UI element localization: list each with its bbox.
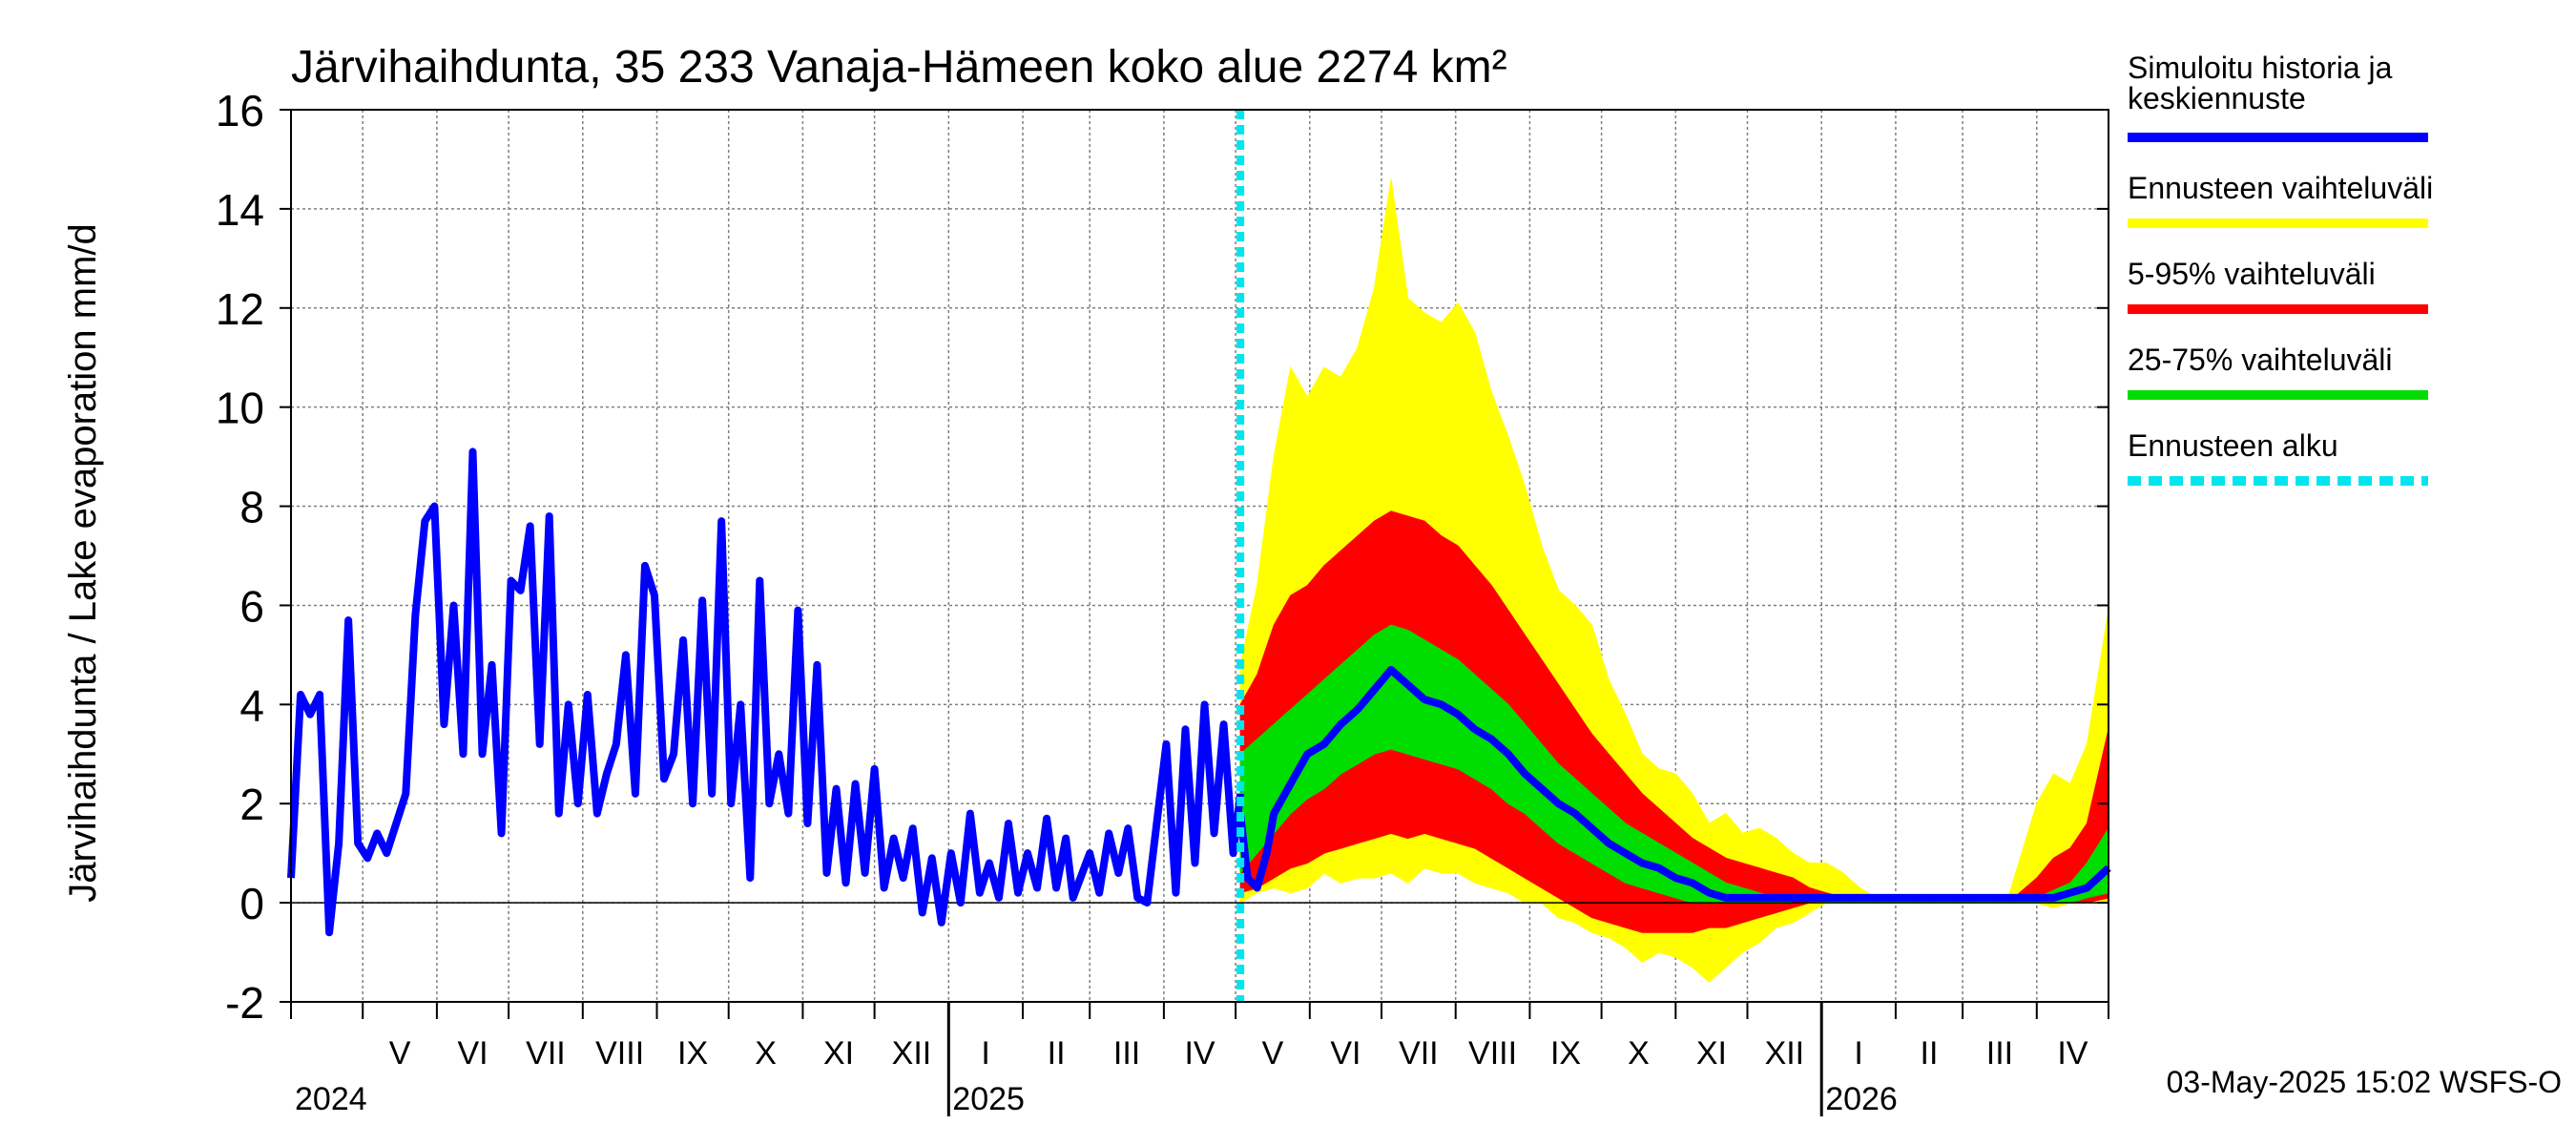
- plot-area: [287, 109, 2111, 1003]
- y-tick-label: 2: [239, 780, 264, 829]
- x-month-label: I: [981, 1035, 989, 1072]
- x-month-label: XII: [892, 1035, 932, 1072]
- plot-frame: [290, 109, 2109, 1003]
- x-year-label: 2025: [952, 1081, 1025, 1117]
- y-tick-label: -2: [225, 978, 264, 1028]
- x-month-label: XI: [823, 1035, 854, 1072]
- x-month-label: VI: [1330, 1035, 1361, 1072]
- y-tick-label: 12: [216, 284, 264, 334]
- x-month-label: VII: [526, 1035, 566, 1072]
- x-month-label: X: [755, 1035, 777, 1072]
- chart-title: Järvihaihdunta, 35 233 Vanaja-Hämeen kok…: [291, 42, 1507, 93]
- series-mean-forecast: [1236, 665, 2111, 902]
- legend-label-line2: keskiennuste: [2128, 81, 2306, 115]
- legend-label: 5-95% vaihteluväli: [2128, 257, 2376, 291]
- x-month-label: VII: [1399, 1035, 1439, 1072]
- legend-label: 25-75% vaihteluväli: [2128, 343, 2393, 377]
- series-simulated-history: [287, 448, 1245, 937]
- x-month-label: II: [1048, 1035, 1066, 1072]
- x-month-label: V: [389, 1035, 411, 1072]
- footer-timestamp: 03-May-2025 15:02 WSFS-O: [2167, 1065, 2562, 1099]
- y-tick-label: 4: [239, 680, 264, 730]
- x-month-label: IV: [2057, 1035, 2088, 1072]
- x-month-label: IX: [677, 1035, 708, 1072]
- x-year-label: 2026: [1825, 1081, 1898, 1117]
- x-month-label: VIII: [595, 1035, 644, 1072]
- x-month-label: V: [1262, 1035, 1284, 1072]
- y-axis-label: Järvihaihdunta / Lake evaporation mm/d: [62, 223, 104, 903]
- x-month-label: III: [1986, 1035, 2013, 1072]
- legend-label: Ennusteen alku: [2128, 428, 2338, 463]
- x-year-label: 2024: [295, 1081, 367, 1117]
- y-tick-label: 14: [216, 185, 264, 235]
- y-tick-label: 10: [216, 384, 264, 433]
- x-month-label: I: [1854, 1035, 1862, 1072]
- y-tick-label: 16: [216, 86, 264, 135]
- y-tick-label: 6: [239, 581, 264, 631]
- x-month-label: XI: [1696, 1035, 1727, 1072]
- y-tick-label: 8: [239, 483, 264, 532]
- x-month-label: III: [1113, 1035, 1140, 1072]
- x-month-label: VI: [457, 1035, 488, 1072]
- x-month-label: VIII: [1468, 1035, 1517, 1072]
- x-month-label: II: [1921, 1035, 1939, 1072]
- x-month-label: IX: [1550, 1035, 1581, 1072]
- legend-label: Ennusteen vaihteluväli: [2128, 171, 2433, 205]
- x-month-label: XII: [1765, 1035, 1805, 1072]
- y-axis: -2 0 2 4 6 8 10 12 14 16: [216, 86, 2109, 1028]
- y-tick-label: 0: [239, 879, 264, 928]
- x-month-label: IV: [1184, 1035, 1215, 1072]
- x-month-label: X: [1628, 1035, 1650, 1072]
- legend-label: Simuloitu historia ja: [2128, 51, 2393, 85]
